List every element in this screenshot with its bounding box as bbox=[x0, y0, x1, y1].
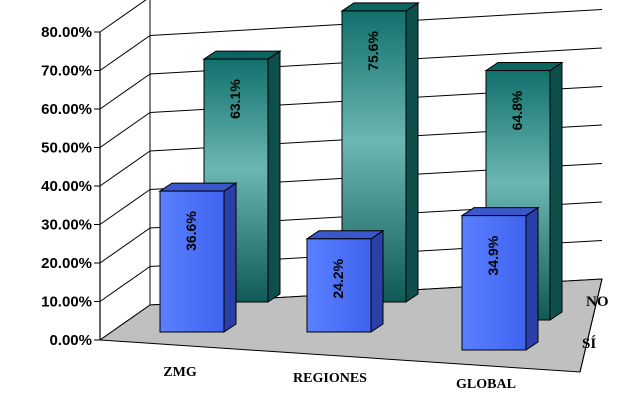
y-tick-label: 50.00% bbox=[41, 140, 92, 157]
y-tick-label: 30.00% bbox=[41, 217, 92, 234]
bar-si-zmg-side bbox=[223, 182, 237, 333]
bar-no-zmg-side bbox=[267, 50, 281, 303]
bar-si-global-side bbox=[525, 206, 539, 351]
gridline-left-wall bbox=[99, 266, 151, 302]
bar-no-regiones-side bbox=[405, 1, 419, 303]
y-tick-label: 60.00% bbox=[41, 101, 92, 118]
bar-no-zmg-top bbox=[202, 50, 282, 60]
category-label: GLOBAL bbox=[456, 377, 516, 392]
series-label: SÍ bbox=[582, 335, 596, 352]
y-tick-label: 0.00% bbox=[49, 332, 92, 349]
bar-si-global-value-label: 34.9% bbox=[485, 235, 501, 275]
gridline-left-wall bbox=[99, 73, 151, 110]
bar-no-global-value-label: 64.8% bbox=[509, 90, 525, 130]
bar-si-regiones-value-label: 24.2% bbox=[330, 258, 346, 298]
series-label: NO bbox=[586, 294, 609, 310]
y-tick-label: 10.00% bbox=[41, 294, 92, 311]
gridline-left-wall bbox=[99, 112, 151, 148]
bar-si-regiones-top bbox=[305, 230, 385, 240]
bar-no-zmg-value-label: 63.1% bbox=[227, 79, 243, 119]
category-label: ZMG bbox=[163, 365, 197, 380]
bar-si-zmg-value-label: 36.6% bbox=[183, 211, 199, 251]
gridline-left-wall bbox=[99, 150, 151, 187]
category-label: REGIONES bbox=[293, 371, 367, 386]
y-tick-label: 70.00% bbox=[41, 63, 92, 80]
bar-no-regiones-top bbox=[340, 2, 420, 12]
y-tick-label: 80.00% bbox=[41, 24, 92, 41]
bar-no-regiones-value-label: 75.6% bbox=[365, 31, 381, 71]
gridline-left-wall bbox=[99, 35, 151, 71]
gridline-left-wall bbox=[99, 0, 147, 33]
bar-si-zmg-front bbox=[159, 190, 225, 333]
y-tick-label: 40.00% bbox=[41, 178, 92, 195]
bar-si-regiones-front bbox=[306, 238, 372, 333]
depth-axis-line bbox=[579, 278, 603, 373]
bar-no-global-top bbox=[484, 62, 564, 71]
y-tick-label: 20.00% bbox=[41, 255, 92, 272]
bar-si-zmg-top bbox=[158, 182, 238, 192]
bar-no-global-side bbox=[549, 61, 563, 321]
bar-si-regiones-side bbox=[370, 229, 384, 333]
bar-si-global-front bbox=[461, 215, 527, 351]
gridline-left-wall bbox=[99, 227, 151, 264]
gridline-left-wall bbox=[99, 189, 151, 225]
bar-si-global-top bbox=[460, 207, 540, 217]
